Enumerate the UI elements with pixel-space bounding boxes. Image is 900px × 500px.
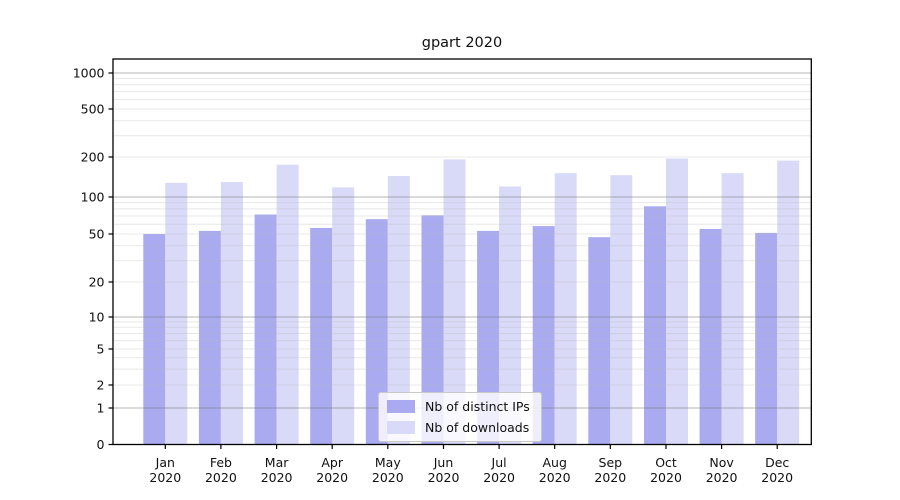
y-tick-label: 200: [81, 149, 105, 164]
bar-distinct-ips-jan: [143, 234, 166, 445]
bar-distinct-ips-oct: [644, 206, 666, 445]
bar-downloads-nov: [721, 173, 744, 445]
bar-distinct-ips-mar: [254, 214, 277, 445]
x-tick-label: Feb 2020: [205, 455, 237, 485]
x-tick-label: Jun 2020: [428, 455, 460, 485]
x-tick-label: Mar 2020: [261, 455, 293, 485]
bar-downloads-feb: [220, 181, 243, 445]
gridlines-layer: [113, 72, 812, 409]
x-tick-label: Nov 2020: [706, 455, 738, 485]
bar-downloads-oct: [666, 158, 688, 445]
x-tick-label: Oct 2020: [650, 455, 682, 485]
legend-label-distinct-ips: Nb of distinct IPs: [425, 399, 530, 414]
x-tick-label: Apr 2020: [316, 455, 348, 485]
x-tick-label: Jan 2020: [149, 455, 181, 485]
bar-downloads-aug: [554, 173, 577, 445]
bar-distinct-ips-aug: [532, 226, 555, 445]
bar-distinct-ips-jul: [477, 230, 500, 445]
x-tick-label: Jul 2020: [483, 455, 515, 485]
legend-label-downloads: Nb of downloads: [425, 420, 530, 435]
chart-title: gpart 2020: [421, 35, 503, 51]
axes-frame: [112, 58, 812, 446]
bar-downloads-may: [387, 176, 410, 445]
legend-swatch-downloads: [387, 421, 415, 434]
x-tick-label: Sep 2020: [594, 455, 626, 485]
y-tick-label: 100: [81, 189, 105, 204]
y-tick-label: 0: [97, 437, 105, 452]
bar-distinct-ips-nov: [699, 228, 722, 445]
bar-downloads-jul: [499, 186, 522, 445]
bar-distinct-ips-sep: [588, 237, 611, 445]
y-tick-label: 1000: [73, 65, 105, 80]
y-tick-label: 5: [97, 341, 105, 356]
y-tick-label: 2: [97, 377, 105, 392]
bar-downloads-sep: [610, 175, 633, 445]
x-tick-label: May 2020: [372, 455, 404, 485]
bar-distinct-ips-may: [365, 219, 388, 445]
y-tick-label: 1: [97, 400, 105, 415]
bar-distinct-ips-feb: [198, 230, 221, 445]
bar-downloads-dec: [777, 160, 800, 445]
y-tick-label: 500: [81, 101, 105, 116]
x-axis: Jan 2020 Feb 2020 Mar 2020 Apr 2020 May 2020 Jun 20…: [149, 444, 793, 485]
bar-distinct-ips-jun: [421, 215, 444, 445]
y-tick-label: 10: [89, 309, 105, 324]
bar-distinct-ips-apr: [310, 228, 333, 445]
bars-layer: [143, 158, 800, 445]
legend-swatch-distinct-ips: [387, 400, 415, 413]
y-tick-label: 50: [89, 226, 105, 241]
y-tick-label: 20: [89, 274, 105, 289]
x-tick-label: Aug 2020: [539, 455, 571, 485]
bar-downloads-apr: [332, 187, 355, 445]
bar-distinct-ips-dec: [755, 232, 778, 445]
legend-item-distinct-ips: Nb of distinct IPs: [387, 399, 530, 414]
legend: Nb of distinct IPs Nb of downloads: [378, 392, 542, 442]
bar-downloads-jun: [443, 159, 466, 445]
bar-downloads-jan: [165, 182, 188, 445]
legend-item-downloads: Nb of downloads: [387, 420, 530, 435]
x-tick-label: Dec 2020: [761, 455, 793, 485]
y-axis: 0 1 2 5 10 20 50 100 200 500 1000: [73, 65, 113, 452]
bar-downloads-mar: [276, 164, 299, 445]
